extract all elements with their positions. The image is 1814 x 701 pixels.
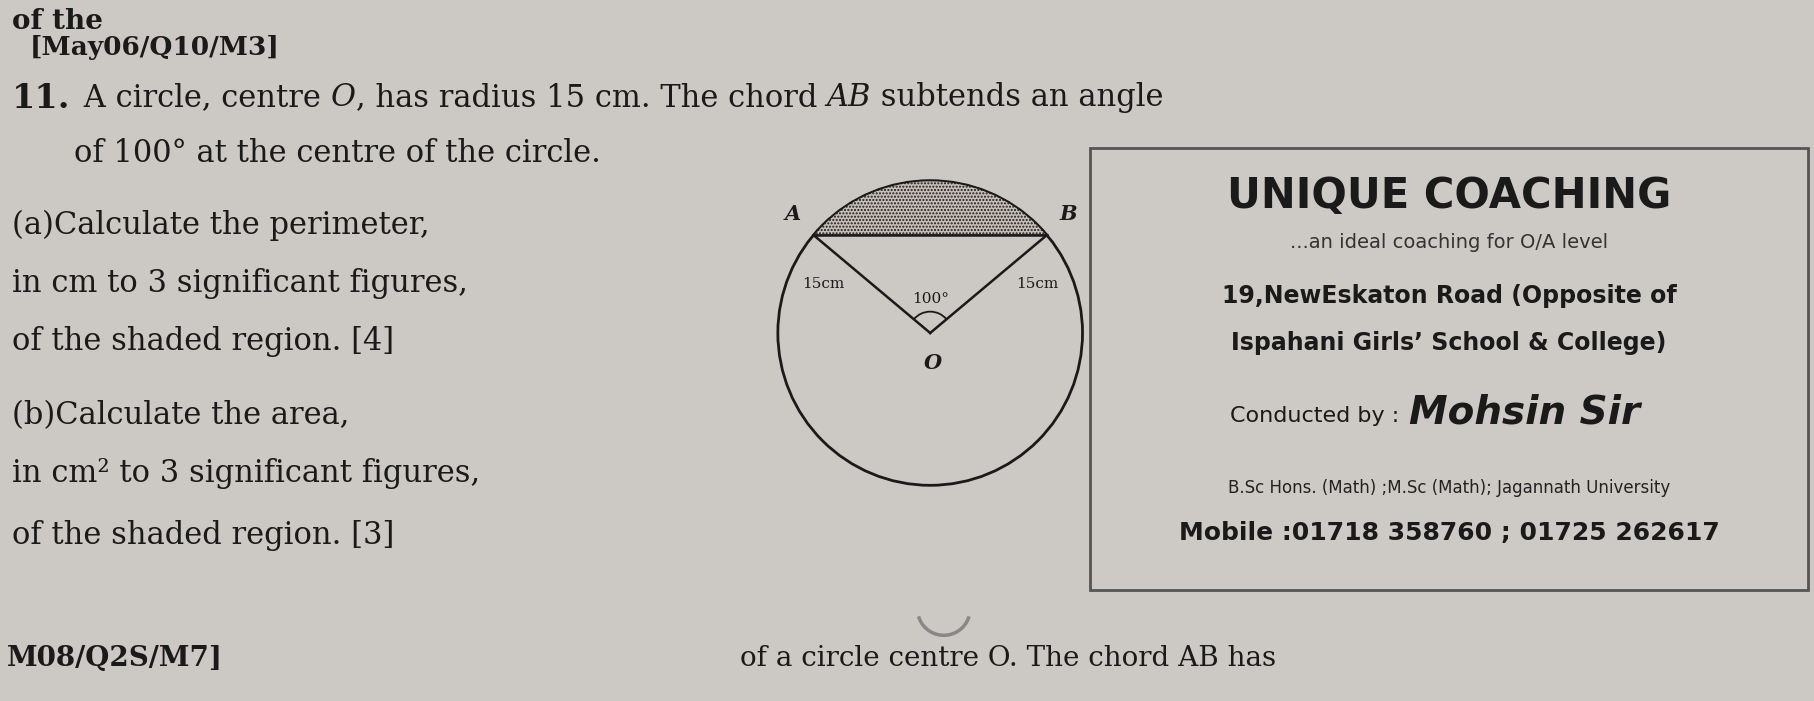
Text: of the shaded region. [4]: of the shaded region. [4] [13, 326, 394, 357]
FancyBboxPatch shape [1090, 148, 1807, 590]
Text: of a circle centre O. The chord AB has: of a circle centre O. The chord AB has [740, 645, 1275, 672]
Text: Mobile :01718 358760 ; 01725 262617: Mobile :01718 358760 ; 01725 262617 [1177, 521, 1718, 545]
Text: of 100° at the centre of the circle.: of 100° at the centre of the circle. [74, 138, 600, 169]
Text: 11.: 11. [13, 82, 71, 115]
Text: UNIQUE COACHING: UNIQUE COACHING [1226, 175, 1671, 217]
Text: ...an ideal coaching for O/A level: ...an ideal coaching for O/A level [1290, 233, 1607, 252]
Text: 15cm: 15cm [1016, 277, 1058, 291]
Text: A: A [785, 205, 800, 224]
Text: AB: AB [827, 82, 871, 113]
Text: B: B [1059, 205, 1076, 224]
Text: (a)Calculate the perimeter,: (a)Calculate the perimeter, [13, 210, 430, 241]
Text: [May06/Q10/M3]: [May06/Q10/M3] [31, 35, 279, 60]
Text: (b)Calculate the area,: (b)Calculate the area, [13, 400, 348, 431]
Text: M08/Q2S/M7]: M08/Q2S/M7] [7, 645, 223, 672]
Text: subtends an angle: subtends an angle [871, 82, 1163, 113]
Text: 100°: 100° [911, 292, 949, 306]
Text: of the: of the [13, 8, 103, 35]
Text: Mohsin Sir: Mohsin Sir [1408, 394, 1640, 432]
Text: Ispahani Girls’ School & College): Ispahani Girls’ School & College) [1230, 331, 1665, 355]
Text: 19,NewEskaton Road (Opposite of: 19,NewEskaton Road (Opposite of [1221, 284, 1676, 308]
Text: of the shaded region. [3]: of the shaded region. [3] [13, 520, 394, 551]
Text: , has radius 15 cm. The chord: , has radius 15 cm. The chord [356, 82, 827, 113]
Text: A circle, centre: A circle, centre [74, 82, 330, 113]
Text: in cm to 3 significant figures,: in cm to 3 significant figures, [13, 268, 468, 299]
Text: O: O [330, 82, 356, 113]
Text: in cm² to 3 significant figures,: in cm² to 3 significant figures, [13, 458, 481, 489]
Text: B.Sc Hons. (Math) ;M.Sc (Math); Jagannath University: B.Sc Hons. (Math) ;M.Sc (Math); Jagannat… [1228, 479, 1669, 497]
Text: 15cm: 15cm [802, 277, 844, 291]
Text: Conducted by :: Conducted by : [1230, 406, 1399, 426]
Polygon shape [813, 181, 1047, 235]
Text: O: O [923, 353, 941, 373]
